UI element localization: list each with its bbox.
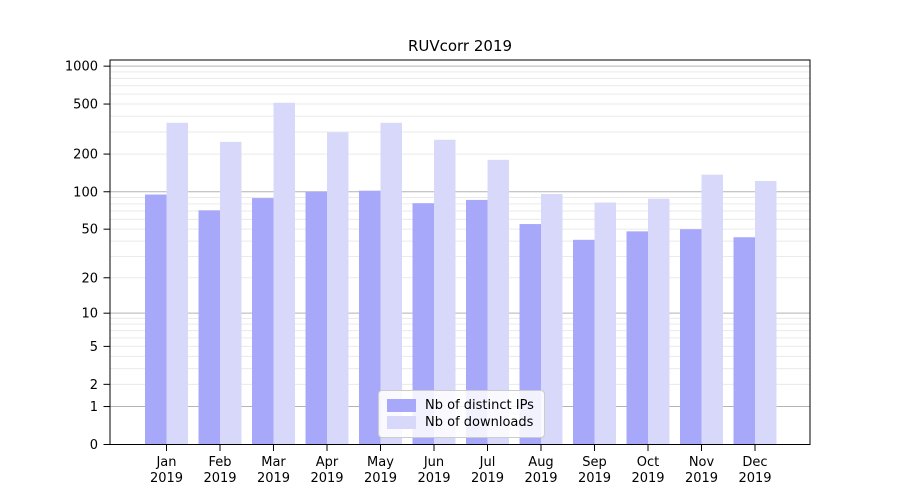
bar-nb-of-distinct-ips-sep [573, 239, 595, 445]
bar-nb-of-distinct-ips-jul [466, 199, 488, 445]
x-tick-label-month: Jan [155, 455, 176, 470]
x-tick-label-year: 2019 [578, 471, 611, 486]
legend-entry-distinct-ips: Nb of distinct IPs [387, 397, 536, 414]
bar-nb-of-downloads-jul [487, 159, 509, 445]
x-tick-label-year: 2019 [471, 471, 504, 486]
bar-nb-of-downloads-may [380, 122, 402, 445]
y-tick-label: 1000 [65, 60, 98, 75]
x-axis: Jan2019Feb2019Mar2019Apr2019May2019Jun20… [150, 444, 772, 486]
bar-nb-of-distinct-ips-jun [412, 203, 434, 445]
bar-nb-of-distinct-ips-dec [733, 237, 755, 445]
bar-nb-of-downloads-dec [755, 180, 777, 445]
x-tick-label-year: 2019 [738, 471, 771, 486]
y-tick-label: 1 [90, 400, 98, 415]
legend: Nb of distinct IPs Nb of downloads [378, 390, 545, 438]
x-tick-label-month: Sep [582, 455, 607, 470]
bar-nb-of-distinct-ips-apr [305, 191, 327, 445]
bar-nb-of-downloads-nov [701, 174, 723, 445]
legend-entry-downloads: Nb of downloads [387, 414, 536, 431]
bar-nb-of-downloads-apr [327, 132, 349, 445]
bar-nb-of-downloads-sep [594, 202, 616, 445]
bar-nb-of-downloads-oct [648, 198, 670, 445]
x-tick-label-month: Dec [742, 455, 767, 470]
y-tick-label: 5 [90, 340, 98, 355]
x-tick-label-month: Feb [208, 455, 231, 470]
x-tick-label-year: 2019 [685, 471, 718, 486]
bar-nb-of-distinct-ips-aug [519, 224, 541, 445]
y-tick-label: 2 [90, 378, 98, 393]
x-tick-label-year: 2019 [524, 471, 557, 486]
x-tick-label-month: Nov [689, 455, 715, 470]
x-tick-label-month: Apr [316, 455, 339, 470]
x-tick-label-year: 2019 [310, 471, 343, 486]
bar-nb-of-distinct-ips-jan [145, 194, 167, 445]
bar-nb-of-downloads-jan [166, 122, 188, 445]
bar-nb-of-downloads-feb [220, 141, 242, 445]
x-tick-label-month: Mar [261, 455, 286, 470]
bar-nb-of-downloads-mar [273, 102, 295, 445]
x-tick-label-year: 2019 [150, 471, 183, 486]
bar-nb-of-distinct-ips-feb [198, 210, 220, 445]
x-tick-label-month: Aug [528, 455, 553, 470]
x-tick-label-year: 2019 [257, 471, 290, 486]
chart-title: RUVcorr 2019 [408, 37, 512, 55]
plot-border [109, 59, 811, 445]
x-tick-label-month: May [367, 455, 394, 470]
y-tick-label: 0 [90, 438, 98, 453]
bar-nb-of-distinct-ips-nov [680, 229, 702, 445]
legend-label-downloads: Nb of downloads [425, 415, 534, 430]
legend-swatch-distinct-ips-icon [387, 399, 416, 412]
bar-nb-of-distinct-ips-mar [252, 198, 274, 445]
y-tick-label: 100 [73, 185, 98, 200]
legend-label-distinct-ips: Nb of distinct IPs [425, 398, 534, 413]
y-tick-label: 10 [81, 307, 98, 322]
x-tick-label-year: 2019 [364, 471, 397, 486]
bars-group [145, 102, 777, 445]
bar-nb-of-downloads-jun [434, 139, 456, 445]
bar-nb-of-distinct-ips-oct [626, 231, 648, 445]
x-tick-label-month: Oct [637, 455, 659, 470]
x-tick-label-year: 2019 [417, 471, 450, 486]
x-tick-label-year: 2019 [631, 471, 664, 486]
y-tick-label: 20 [81, 271, 98, 286]
bar-nb-of-downloads-aug [541, 193, 563, 445]
x-tick-label-month: Jul [479, 455, 496, 470]
legend-swatch-downloads-icon [387, 416, 416, 429]
y-tick-label: 500 [73, 98, 98, 113]
x-tick-label-month: Jun [423, 455, 444, 470]
y-tick-label: 50 [81, 223, 98, 238]
bar-nb-of-distinct-ips-may [359, 190, 381, 445]
y-tick-label: 200 [73, 148, 98, 163]
x-tick-label-year: 2019 [203, 471, 236, 486]
